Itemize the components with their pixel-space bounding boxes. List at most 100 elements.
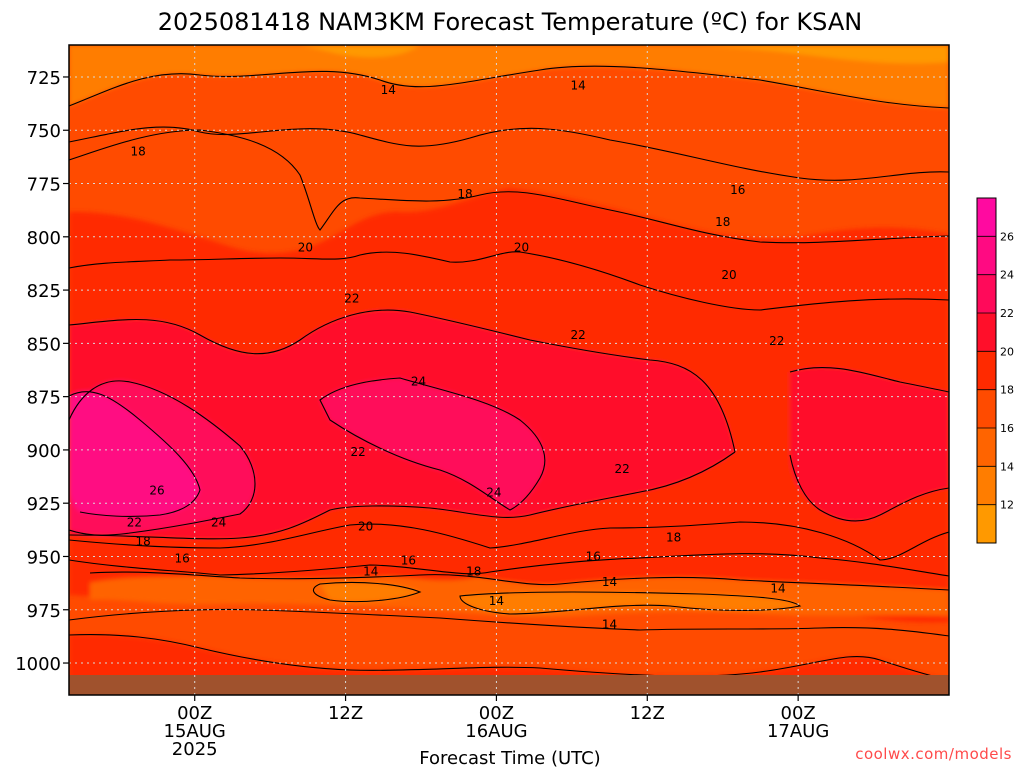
x-tick-label: 00Z <box>177 703 212 724</box>
colorbar-segment <box>977 504 996 543</box>
contour-label: 14 <box>602 575 617 589</box>
ground-surface <box>69 675 949 695</box>
contour-label-text: 14 <box>363 564 378 578</box>
contour-label: 22 <box>615 462 630 476</box>
contour-18-lower <box>69 553 949 577</box>
colorbar-segment <box>977 389 996 428</box>
contour-label-text: 18 <box>457 187 472 201</box>
contour-label-text: 18 <box>136 535 151 549</box>
contour-label-text: 18 <box>131 145 146 159</box>
contour-16-bottom <box>69 634 949 681</box>
contour-label: 26 <box>149 483 164 497</box>
x-axis-label: Forecast Time (UTC) <box>419 748 600 768</box>
colorbar-segment <box>977 351 996 390</box>
band-12-top <box>300 45 949 64</box>
colorbar-segment <box>977 236 996 275</box>
contour-label: 24 <box>211 515 226 529</box>
y-tick-label: 1000 <box>15 654 61 675</box>
contour-22-lower-right <box>789 454 949 522</box>
contour-label-text: 16 <box>586 549 601 563</box>
colorbar-frame <box>976 197 997 544</box>
colorbar-label: 24 <box>1000 269 1014 282</box>
contour-label: 20 <box>298 240 313 254</box>
x-tick-label: 17AUG <box>767 721 829 742</box>
contour-lines <box>69 65 949 681</box>
contour-label: 14 <box>489 594 504 608</box>
contour-label: 16 <box>586 549 601 563</box>
contour-label: 22 <box>571 328 586 342</box>
contour-label: 14 <box>363 564 378 578</box>
y-tick-label: 800 <box>27 228 61 249</box>
plot-frame <box>68 44 950 696</box>
y-tick-label: 950 <box>27 547 61 568</box>
contour-label: 20 <box>358 520 373 534</box>
x-tick-label: 12Z <box>630 703 665 724</box>
colorbar-segment <box>977 274 996 313</box>
plot-area: 14 14 18 16 18 18 20 20 20 22 22 22 24 26 22 22 24 22 24 20… <box>69 45 949 695</box>
contour-label: 14 <box>602 618 617 632</box>
contour-14-lower-b <box>459 591 802 615</box>
temperature-fill <box>69 45 949 695</box>
contour-label: 22 <box>769 334 784 348</box>
contour-label: 22 <box>351 445 366 459</box>
colorbar-label: 14 <box>1000 460 1014 473</box>
contour-label: 22 <box>127 515 142 529</box>
y-tick-label: 775 <box>27 175 61 196</box>
contour-label: 20 <box>514 240 529 254</box>
colorbar-segment <box>977 313 996 352</box>
contour-24-mid <box>319 377 546 511</box>
x-tick-label: 00Z <box>479 703 514 724</box>
contour-label-text: 20 <box>514 240 529 254</box>
contour-label: 18 <box>131 145 146 159</box>
band-14-low <box>320 582 800 614</box>
contour-label-text: 14 <box>381 83 396 97</box>
contour-16-lower <box>89 571 949 591</box>
contour-22-upper <box>69 309 736 453</box>
contour-label: 22 <box>344 292 359 306</box>
contour-label-text: 14 <box>571 78 586 92</box>
contour-label: 14 <box>770 581 785 595</box>
y-tick-label: 725 <box>27 68 61 89</box>
contour-label: 24 <box>411 375 426 389</box>
contour-label-text: 22 <box>127 515 142 529</box>
colorbar-label: 12 <box>1000 499 1014 512</box>
contour-label-text: 14 <box>489 594 504 608</box>
x-tick-label: 00Z <box>781 703 816 724</box>
contour-label-text: 24 <box>211 515 226 529</box>
contour-14-lower-a <box>312 581 422 603</box>
contour-label-text: 14 <box>602 575 617 589</box>
contour-label: 16 <box>401 554 416 568</box>
contour-label-text: 14 <box>602 618 617 632</box>
colorbar-segment <box>977 466 996 505</box>
colorbar-label: 26 <box>1000 230 1014 243</box>
contour-label: 16 <box>175 552 190 566</box>
contour-label-text: 16 <box>401 554 416 568</box>
contour-label: 18 <box>715 215 730 229</box>
contour-22-upper-right <box>789 366 949 393</box>
contour-label-text: 22 <box>615 462 630 476</box>
y-tick-label: 850 <box>27 334 61 355</box>
band-26 <box>69 391 200 517</box>
contour-24-left <box>69 380 256 536</box>
contour-label: 20 <box>721 268 736 282</box>
colorbar-segment <box>977 428 996 467</box>
contour-label-text: 18 <box>715 215 730 229</box>
contour-label-text: 22 <box>344 292 359 306</box>
contour-22-lower <box>69 451 736 540</box>
contour-18-upper <box>69 129 949 244</box>
contour-label-text: 20 <box>721 268 736 282</box>
x-tick-label: 12Z <box>328 703 363 724</box>
contour-20-upper <box>69 251 949 311</box>
colorbar: 12 14 16 18 20 22 24 26 <box>976 197 1014 544</box>
colorbar-segment <box>977 198 996 237</box>
y-tick-label: 900 <box>27 441 61 462</box>
colorbar-label: 16 <box>1000 422 1014 435</box>
chart-title: 2025081418 NAM3KM Forecast Temperature (… <box>158 8 862 36</box>
contour-label-text: 20 <box>298 240 313 254</box>
colorbar-label: 18 <box>1000 384 1014 397</box>
contour-label-text: 18 <box>466 564 481 578</box>
contour-label-text: 16 <box>175 552 190 566</box>
y-tick-label: 925 <box>27 494 61 515</box>
contour-label-text: 14 <box>770 581 785 595</box>
